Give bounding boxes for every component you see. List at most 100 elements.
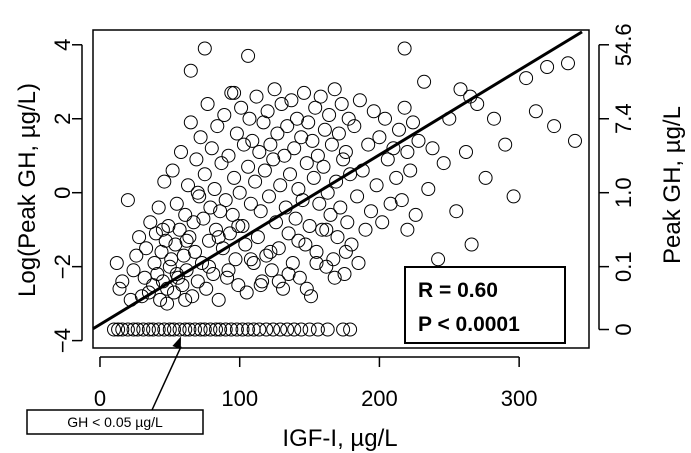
data-point bbox=[274, 97, 289, 111]
data-point bbox=[263, 244, 278, 259]
data-point bbox=[174, 145, 188, 159]
data-point bbox=[257, 163, 272, 178]
data-point bbox=[400, 145, 415, 159]
data-point bbox=[185, 289, 200, 304]
data-point bbox=[204, 141, 219, 156]
callout-arrow-line bbox=[151, 346, 182, 411]
data-point bbox=[252, 322, 267, 337]
data-point bbox=[169, 196, 184, 211]
data-point bbox=[165, 163, 180, 178]
data-point bbox=[394, 193, 409, 208]
data-point bbox=[281, 267, 296, 281]
data-point bbox=[333, 200, 348, 215]
data-point bbox=[280, 119, 295, 134]
data-point bbox=[147, 256, 162, 270]
data-point bbox=[380, 152, 395, 167]
data-point bbox=[291, 233, 306, 248]
annotation-callout: GH < 0.05 µg/L bbox=[26, 336, 204, 435]
data-point bbox=[148, 226, 163, 241]
y-tick-label-right: 7.4 bbox=[611, 103, 636, 134]
data-point bbox=[386, 141, 401, 156]
data-point bbox=[253, 204, 268, 219]
data-point bbox=[209, 222, 223, 237]
data-point bbox=[281, 226, 296, 241]
data-point bbox=[241, 159, 256, 174]
data-point bbox=[252, 145, 267, 159]
data-point bbox=[232, 185, 247, 200]
data-point bbox=[168, 237, 183, 252]
data-point bbox=[200, 97, 215, 111]
data-point bbox=[227, 170, 242, 185]
data-point bbox=[262, 189, 276, 204]
data-point bbox=[167, 322, 181, 337]
data-point bbox=[313, 89, 328, 104]
data-point bbox=[115, 274, 130, 289]
y-axis-title-right: Peak GH, µg/L bbox=[659, 106, 686, 264]
data-point bbox=[319, 222, 334, 237]
data-point bbox=[228, 252, 243, 267]
data-point bbox=[218, 193, 233, 208]
data-point bbox=[266, 152, 281, 167]
y-tick-label-left: 0 bbox=[50, 187, 75, 199]
data-point bbox=[470, 97, 485, 111]
data-point bbox=[315, 222, 330, 237]
data-point bbox=[343, 167, 358, 182]
data-point bbox=[449, 204, 464, 219]
y-axis-title-left: Log(Peak GH, µg/L) bbox=[14, 83, 41, 297]
y-tick-label-left: −2 bbox=[50, 254, 75, 279]
data-point bbox=[288, 211, 303, 226]
data-point bbox=[294, 322, 309, 337]
data-point bbox=[290, 111, 304, 126]
data-point bbox=[297, 85, 311, 100]
data-point bbox=[340, 215, 355, 230]
data-point bbox=[273, 322, 288, 337]
data-point bbox=[344, 237, 359, 252]
data-point bbox=[302, 219, 317, 233]
data-point bbox=[287, 322, 302, 337]
data-point bbox=[319, 259, 334, 274]
data-point bbox=[178, 292, 193, 307]
data-point bbox=[236, 137, 251, 152]
data-point bbox=[162, 322, 177, 337]
data-point bbox=[206, 267, 221, 281]
data-point bbox=[202, 233, 216, 248]
data-point bbox=[126, 263, 141, 278]
data-point bbox=[310, 322, 325, 337]
data-point bbox=[397, 100, 412, 115]
data-point bbox=[160, 296, 175, 311]
data-point bbox=[213, 322, 228, 337]
data-point bbox=[129, 248, 144, 263]
callout-box bbox=[26, 409, 204, 435]
data-point bbox=[213, 204, 228, 219]
stats-r-text: R = 0.60 bbox=[418, 279, 498, 302]
data-point bbox=[322, 108, 337, 122]
data-point bbox=[294, 130, 309, 145]
data-point bbox=[358, 222, 373, 237]
data-point bbox=[146, 322, 161, 337]
data-point bbox=[309, 244, 324, 259]
data-point bbox=[227, 85, 242, 100]
data-point bbox=[330, 230, 345, 245]
data-point bbox=[310, 148, 325, 163]
data-point bbox=[506, 189, 521, 204]
data-point bbox=[214, 156, 229, 171]
data-point bbox=[361, 137, 376, 152]
data-point bbox=[188, 244, 202, 259]
data-point bbox=[235, 219, 250, 233]
data-point bbox=[312, 196, 327, 211]
data-point bbox=[143, 215, 158, 230]
data-point bbox=[341, 111, 356, 126]
data-point bbox=[120, 322, 135, 337]
data-point bbox=[162, 259, 177, 274]
data-point bbox=[431, 252, 446, 267]
y-tick-label-left: −4 bbox=[50, 328, 75, 353]
data-point bbox=[329, 174, 344, 189]
data-point bbox=[197, 322, 212, 337]
data-point bbox=[277, 148, 292, 163]
data-point bbox=[179, 233, 194, 248]
data-point bbox=[153, 292, 168, 307]
plot-frame bbox=[92, 29, 590, 349]
data-point bbox=[241, 48, 256, 63]
data-point bbox=[352, 93, 367, 108]
data-point bbox=[436, 156, 451, 171]
